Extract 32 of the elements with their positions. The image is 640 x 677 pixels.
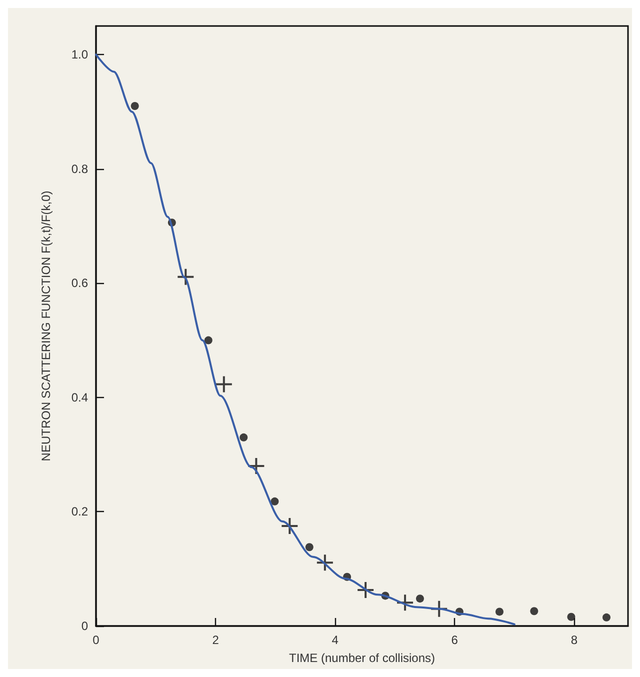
y-tick-label: 0.8 [71, 162, 88, 176]
y-tick-label: 1.0 [71, 48, 88, 62]
point [430, 600, 448, 618]
y-tick-label: 0.4 [71, 390, 88, 404]
point [204, 336, 212, 344]
point [396, 594, 414, 612]
x-tick-label: 6 [451, 633, 458, 647]
point [316, 554, 334, 572]
line-series [95, 54, 516, 626]
x-tick-label: 0 [92, 633, 100, 647]
y-tick-label: 0.2 [71, 504, 88, 519]
point [602, 613, 610, 622]
x-tick-label: 8 [570, 633, 578, 647]
point [240, 433, 248, 442]
point [530, 607, 538, 616]
y-tick-label: 0.6 [71, 276, 88, 290]
point [356, 581, 375, 599]
point [416, 594, 424, 603]
point [495, 608, 504, 616]
x-axis-title: TIME (number of collisions) [288, 651, 436, 665]
point [270, 497, 279, 506]
x-tick-label: 2 [212, 633, 220, 647]
point [214, 375, 233, 394]
point [280, 517, 299, 535]
point [567, 612, 576, 621]
x-tick-label: 4 [332, 633, 339, 647]
point [247, 457, 266, 475]
y-tick-label: 0 [81, 619, 88, 633]
y-axis-title: NEUTRON SCATTERING FUNCTION F(k,t)/F(k,0) [39, 190, 53, 462]
point [305, 543, 314, 552]
point [130, 102, 139, 110]
point [176, 268, 195, 286]
